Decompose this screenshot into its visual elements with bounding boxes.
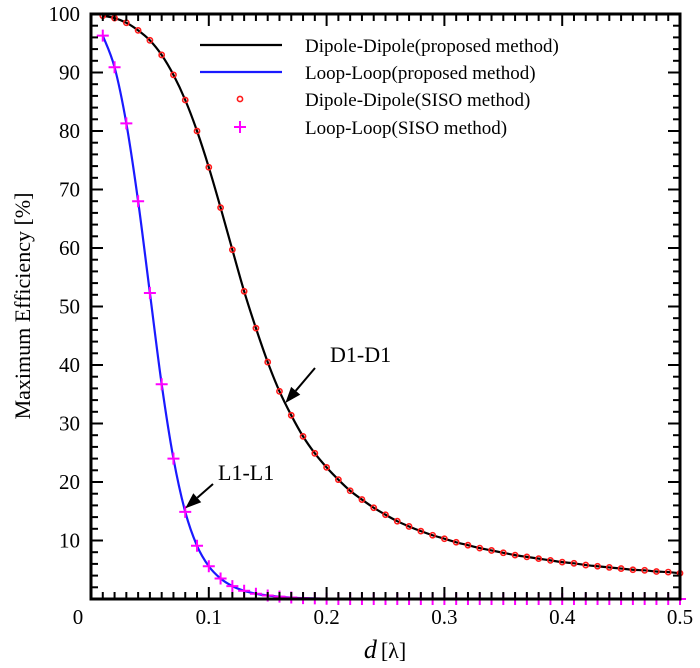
data-point-circle [170,71,177,79]
y-tick-label: 100 [49,2,81,26]
annotation-arrow-head [185,493,202,509]
legend-label: Loop-Loop(SISO method) [305,118,507,139]
data-point-circle [429,531,437,539]
annotation-label: D1-D1 [330,342,391,367]
data-point-circle [346,487,354,495]
data-point-circle [605,564,613,571]
legend-label: Dipole-Dipole(SISO method) [305,90,530,111]
legend-swatch-circle [236,95,244,103]
annotation-arrow-line [294,367,316,392]
data-point-circle [299,432,307,440]
legend: Dipole-Dipole(proposed method) Loop-Loop(… [200,36,559,139]
y-tick-label: 20 [59,470,80,494]
data-point-circle [134,26,142,34]
data-point-plus [132,195,145,208]
data-point-plus [120,117,133,130]
data-point-circle [617,565,625,572]
data-point-circle [558,558,566,566]
x-tick-label: 0.3 [431,605,457,629]
x-axis-label: d [λ] [364,635,406,664]
data-point-circle [205,163,213,171]
data-point-plus [167,452,180,465]
x-tick-label: 0 [73,605,84,629]
data-point-plus [214,572,227,585]
y-tick-label: 30 [59,412,80,436]
data-point-circle [488,547,495,554]
annotation-arrow-head [285,386,301,404]
data-point-plus [226,580,239,593]
data-point-circle [664,568,672,576]
data-point-circle [405,523,413,530]
x-axis-variable: d [364,635,378,664]
data-point-circle [452,538,460,546]
legend-label: Loop-Loop(proposed method) [305,63,536,84]
data-point-circle [252,324,260,332]
x-tick-label: 0.5 [667,605,693,629]
data-point-circle [287,411,295,419]
data-point-circle [146,36,154,44]
data-point-circle [594,562,601,570]
y-tick-label: 90 [59,61,80,85]
y-axis-label: Maximum Efficiency [%] [10,193,35,420]
legend-swatch-plus [234,121,246,133]
x-tick-label: 0.2 [313,605,339,629]
data-point-circle [393,517,401,525]
annotation-label: L1-L1 [218,460,274,485]
data-point-circle [311,449,319,457]
data-point-circle [417,527,425,535]
data-point-plus [96,29,109,42]
data-point-circle [217,204,224,212]
data-point-circle [323,463,330,471]
data-point-circle [523,553,531,561]
data-point-circle [641,566,649,574]
y-tick-label: 70 [59,178,80,202]
x-tick-label: 0.1 [196,605,222,629]
data-point-circle [334,476,342,484]
data-point-circle [228,246,236,254]
data-point-circle [582,561,590,569]
data-point-circle [358,496,366,503]
data-point-circle [440,535,448,543]
data-point-circle [547,556,554,564]
data-point-plus [179,505,192,518]
legend-label: Dipole-Dipole(proposed method) [305,36,559,57]
data-point-circle [264,358,272,366]
data-point-circle [276,387,283,395]
data-point-circle [370,504,378,512]
data-point-circle [181,96,189,104]
data-point-circle [653,568,660,575]
data-point-circle [535,555,543,563]
data-point-plus [108,61,121,74]
data-point-circle [570,559,578,567]
x-tick-label: 0.4 [549,605,576,629]
data-point-circle [476,544,484,552]
y-tick-label: 10 [59,529,80,553]
data-point-circle [464,541,472,549]
data-point-circle [499,549,507,557]
x-axis-unit: [λ] [381,638,406,663]
y-tick-label: 40 [59,353,80,377]
annotation-arrow-line [196,483,214,499]
data-point-plus [155,378,168,391]
data-point-plus [143,287,156,300]
data-point-circle [511,551,519,559]
axes: 0 0.1 0.2 0.3 0.4 0.5 10 20 30 40 50 60 70 80 90 100 [49,2,694,629]
data-point-plus [191,539,204,552]
y-tick-label: 50 [59,295,80,319]
data-point-circle [158,51,166,59]
data-point-circle [629,566,637,574]
data-point-circle [382,511,389,519]
y-tick-label: 80 [59,119,80,143]
annotations: D1-D1 L1-L1 [185,342,391,509]
y-tick-label: 60 [59,236,80,260]
data-point-circle [193,127,201,135]
data-point-circle [240,287,248,295]
data-point-plus [202,560,215,573]
